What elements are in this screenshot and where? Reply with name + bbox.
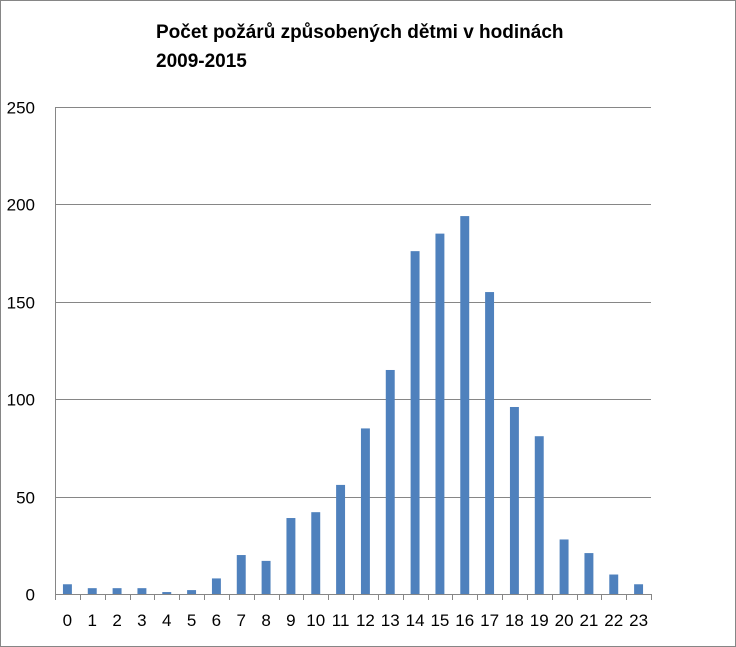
chart-title-line-1: Počet požárů způsobených dětmi v hodinác… (156, 22, 564, 43)
bar-23 (634, 584, 644, 594)
x-tick-label: 9 (286, 611, 295, 630)
x-tick-label: 18 (505, 611, 524, 630)
bar-14 (410, 251, 420, 594)
chart-title-line-2: 2009-2015 (156, 51, 247, 72)
bar-7 (236, 555, 246, 594)
x-tick-label: 5 (187, 611, 196, 630)
x-tick-label: 16 (455, 611, 474, 630)
x-tick-label: 17 (480, 611, 499, 630)
gridlines (55, 107, 651, 595)
y-tick-label: 50 (16, 489, 35, 508)
x-tick-label: 11 (332, 611, 350, 630)
x-tick-label: 21 (579, 611, 598, 630)
bars (62, 216, 644, 594)
x-tick-label: 0 (63, 611, 72, 630)
x-tick-label: 23 (629, 611, 648, 630)
bar-11 (336, 484, 346, 594)
x-tick-label: 20 (555, 611, 574, 630)
x-tick-label: 19 (530, 611, 549, 630)
bar-3 (137, 588, 147, 594)
bar-19 (534, 436, 544, 594)
bar-20 (559, 539, 569, 594)
bar-22 (609, 574, 619, 594)
bar-8 (261, 560, 271, 594)
bar-9 (286, 518, 296, 594)
bar-1 (87, 588, 97, 594)
x-tick-label: 14 (406, 611, 425, 630)
bar-18 (509, 406, 519, 594)
bar-10 (311, 512, 321, 594)
bar-6 (211, 578, 221, 594)
x-tick-label: 4 (162, 611, 171, 630)
x-tick-label: 2 (112, 611, 121, 630)
bar-5 (187, 590, 197, 594)
y-tick-label: 150 (7, 294, 35, 313)
bar-2 (112, 588, 122, 594)
x-tick-label: 8 (261, 611, 270, 630)
x-tick-label: 6 (212, 611, 221, 630)
bar-16 (460, 216, 470, 594)
x-tick-label: 12 (356, 611, 375, 630)
y-tick-label: 200 (7, 196, 35, 215)
bar-0 (62, 584, 72, 594)
bar-13 (385, 369, 395, 594)
x-tick-label: 10 (306, 611, 325, 630)
y-tick-label: 250 (7, 99, 35, 118)
y-axis: 0 50 100 150 200 250 (7, 99, 56, 605)
y-tick-label: 100 (7, 391, 35, 410)
x-tick-label: 13 (381, 611, 400, 630)
bar-17 (485, 292, 495, 594)
bar-21 (584, 553, 594, 594)
x-tick-label: 3 (137, 611, 146, 630)
x-tick-label: 15 (430, 611, 449, 630)
x-tick-label: 1 (88, 611, 97, 630)
x-axis: 0 1 2 3 4 5 6 7 8 9 10 11 12 13 14 15 16 17 18 19 20 21 22 23 (55, 594, 652, 630)
x-tick-label: 22 (604, 611, 623, 630)
y-tick-label: 0 (26, 586, 35, 605)
x-tick-label: 7 (237, 611, 246, 630)
bar-15 (435, 233, 445, 594)
chart-title: Počet požárů způsobených dětmi v hodinác… (156, 18, 676, 76)
bar-12 (360, 428, 370, 594)
bar-4 (162, 592, 172, 594)
